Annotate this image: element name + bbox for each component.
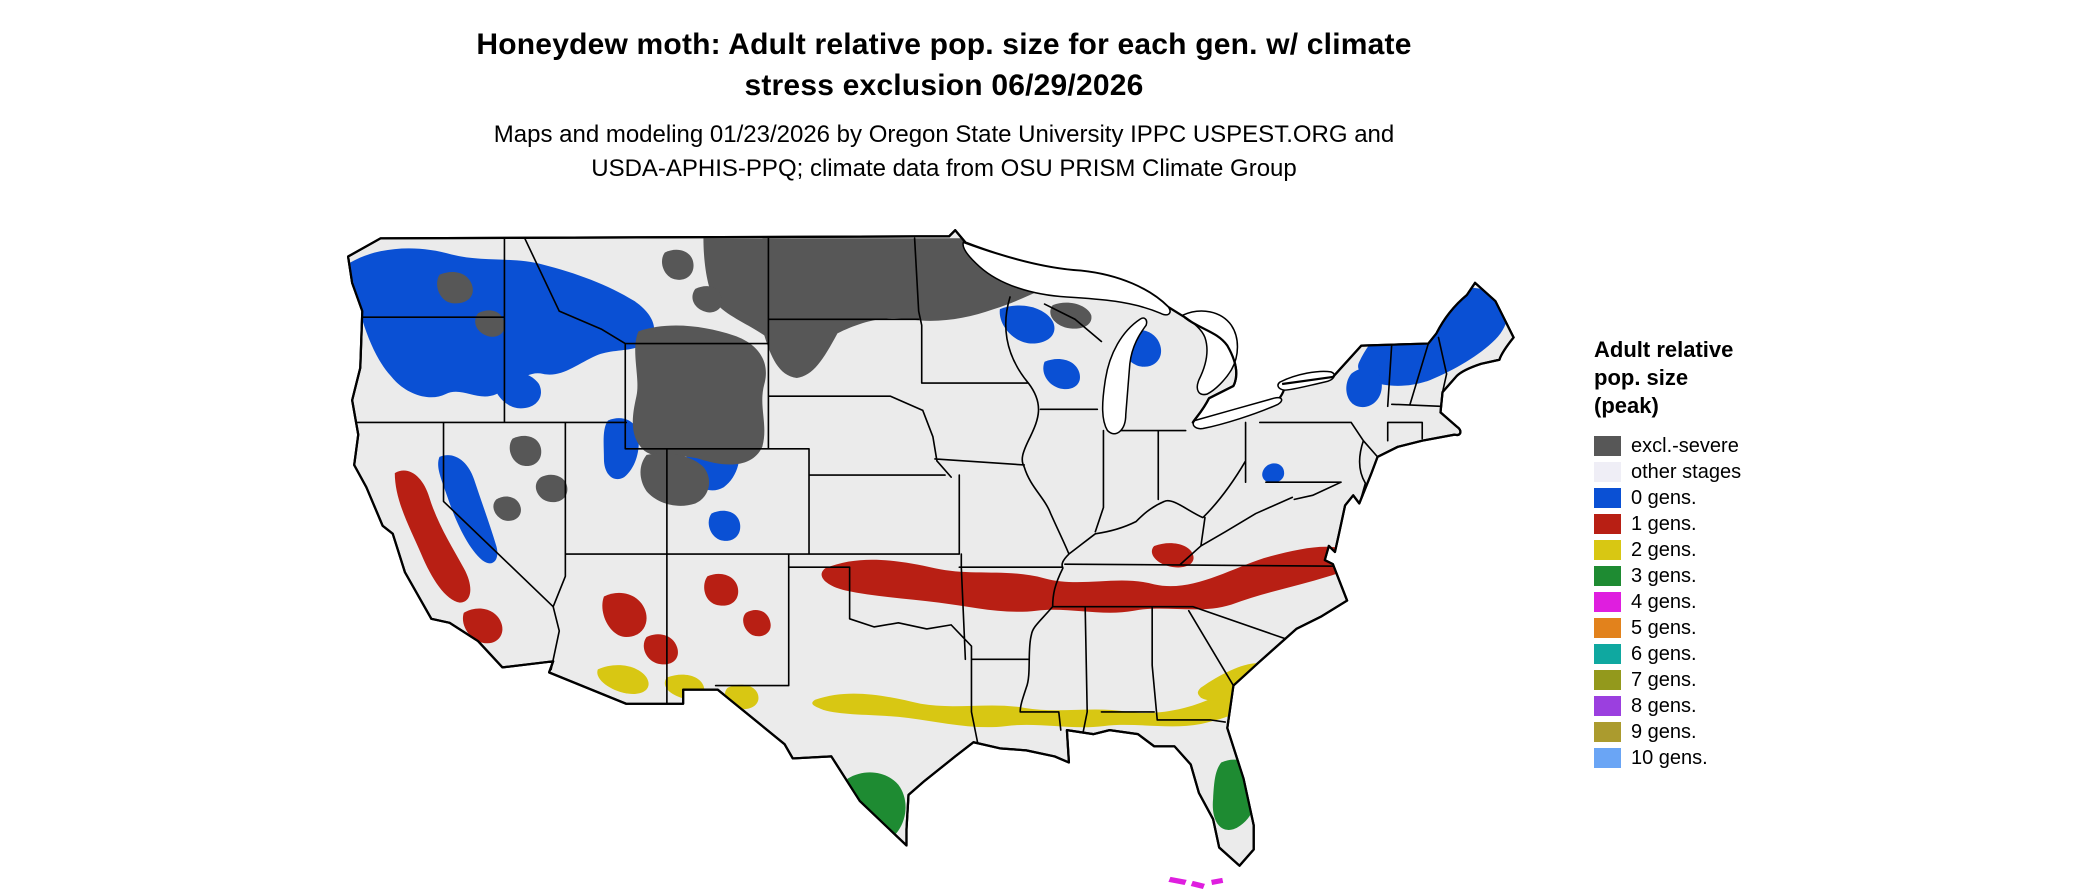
- legend-swatch-6-gens: [1594, 644, 1621, 664]
- legend-item-6-gens: 6 gens.: [1594, 641, 1844, 667]
- page-title: Honeydew moth: Adult relative pop. size …: [294, 24, 1594, 106]
- lake-michigan: [1101, 317, 1148, 435]
- legend-label-5-gens: 5 gens.: [1631, 617, 1697, 639]
- title-line-1: Honeydew moth: Adult relative pop. size …: [476, 28, 1412, 61]
- legend-label-6-gens: 6 gens.: [1631, 643, 1697, 665]
- legend-item-0-gens: 0 gens.: [1594, 485, 1844, 511]
- legend-item-8-gens: 8 gens.: [1594, 693, 1844, 719]
- legend-swatch-2-gens: [1594, 540, 1621, 560]
- legend-item-9-gens: 9 gens.: [1594, 719, 1844, 745]
- legend-swatch-5-gens: [1594, 618, 1621, 638]
- legend-item-10-gens: 10 gens.: [1594, 745, 1844, 771]
- lake-huron: [1181, 310, 1239, 396]
- subtitle-line-1: Maps and modeling 01/23/2026 by Oregon S…: [493, 121, 1395, 148]
- legend-item-5-gens: 5 gens.: [1594, 615, 1844, 641]
- us-map: [342, 212, 1540, 890]
- legend-item-1-gens: 1 gens.: [1594, 511, 1844, 537]
- legend-item-4-gens: 4 gens.: [1594, 589, 1844, 615]
- page-subtitle: Maps and modeling 01/23/2026 by Oregon S…: [294, 118, 1594, 186]
- legend-label-9-gens: 9 gens.: [1631, 721, 1697, 743]
- legend-label-0-gens: 0 gens.: [1631, 487, 1697, 509]
- legend-item-excl-severe: excl.-severe: [1594, 433, 1844, 459]
- legend-swatch-excl-severe: [1594, 436, 1621, 456]
- legend-swatch-10-gens: [1594, 748, 1621, 768]
- legend-swatch-other-stages: [1594, 462, 1621, 482]
- lake-erie: [1192, 396, 1283, 430]
- title-line-2: stress exclusion 06/29/2026: [744, 69, 1144, 102]
- legend-item-3-gens: 3 gens.: [1594, 563, 1844, 589]
- legend-swatch-7-gens: [1594, 670, 1621, 690]
- legend-label-3-gens: 3 gens.: [1631, 565, 1697, 587]
- legend-title: Adult relative pop. size (peak): [1594, 336, 1844, 420]
- map-class-4-gens: [1168, 876, 1224, 889]
- legend-label-1-gens: 1 gens.: [1631, 513, 1697, 535]
- state-boundaries: [351, 237, 1448, 744]
- legend-label-other-stages: other stages: [1631, 461, 1742, 483]
- great-lakes-water: [962, 241, 1336, 435]
- legend-label-4-gens: 4 gens.: [1631, 591, 1697, 613]
- subtitle-line-2: USDA-APHIS-PPQ; climate data from OSU PR…: [591, 155, 1297, 182]
- lake-superior: [962, 241, 1171, 316]
- legend-title-line-2: pop. size: [1594, 365, 1689, 390]
- legend-label-7-gens: 7 gens.: [1631, 669, 1697, 691]
- legend-swatch-8-gens: [1594, 696, 1621, 716]
- legend-swatch-9-gens: [1594, 722, 1621, 742]
- legend-label-8-gens: 8 gens.: [1631, 695, 1697, 717]
- legend-label-10-gens: 10 gens.: [1631, 747, 1708, 769]
- legend-item-other-stages: other stages: [1594, 459, 1844, 485]
- legend-item-2-gens: 2 gens.: [1594, 537, 1844, 563]
- legend-swatch-4-gens: [1594, 592, 1621, 612]
- us-border: [346, 229, 1515, 867]
- legend-label-2-gens: 2 gens.: [1631, 539, 1697, 561]
- us-map-svg: [346, 229, 1515, 889]
- legend-title-line-1: Adult relative: [1594, 337, 1734, 362]
- legend-swatch-3-gens: [1594, 566, 1621, 586]
- legend-swatch-0-gens: [1594, 488, 1621, 508]
- map-legend: Adult relative pop. size (peak) excl.-se…: [1594, 336, 1844, 771]
- legend-swatch-1-gens: [1594, 514, 1621, 534]
- legend-label-excl-severe: excl.-severe: [1631, 435, 1739, 457]
- legend-item-7-gens: 7 gens.: [1594, 667, 1844, 693]
- legend-title-line-3: (peak): [1594, 393, 1659, 418]
